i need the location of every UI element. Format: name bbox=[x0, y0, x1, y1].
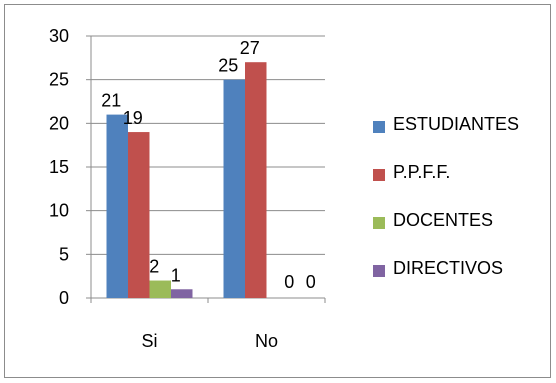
legend-item-directivos: DIRECTIVOS bbox=[373, 257, 553, 305]
y-tick-label: 25 bbox=[49, 70, 69, 90]
bar-directivos-si bbox=[171, 289, 193, 298]
y-axis-ticks: 0 5 10 15 20 25 30 bbox=[49, 26, 91, 308]
x-category-label: No bbox=[255, 331, 278, 351]
legend-item-estudiantes: ESTUDIANTES bbox=[373, 113, 553, 161]
data-label: 0 bbox=[284, 272, 294, 292]
data-label: 27 bbox=[240, 38, 260, 58]
legend-label-estudiantes: ESTUDIANTES bbox=[393, 114, 520, 134]
legend-item-ppff: P.P.F.F. bbox=[373, 161, 553, 209]
bar-ppff-si bbox=[128, 132, 150, 298]
y-tick-label: 30 bbox=[49, 26, 69, 46]
data-label: 19 bbox=[123, 108, 143, 128]
data-label: 25 bbox=[218, 56, 238, 76]
bar-docentes-si bbox=[149, 280, 171, 298]
data-label: 0 bbox=[306, 272, 316, 292]
bars bbox=[106, 62, 267, 299]
y-tick-label: 15 bbox=[49, 157, 69, 177]
legend-label-directivos: DIRECTIVOS bbox=[393, 258, 504, 278]
legend-swatch-estudiantes bbox=[373, 121, 385, 133]
chart-frame: 0 5 10 15 20 25 30 21 19 2 1 25 27 0 0 Si No ESTUDIANT… bbox=[4, 4, 551, 378]
legend-swatch-docentes bbox=[373, 217, 385, 229]
y-tick-label: 20 bbox=[49, 113, 69, 133]
data-label: 21 bbox=[101, 91, 121, 111]
legend-swatch-directivos bbox=[373, 265, 385, 277]
legend-label-docentes: DOCENTES bbox=[393, 210, 494, 230]
category-labels: Si No bbox=[141, 331, 278, 351]
bar-ppff-no bbox=[245, 62, 267, 299]
y-tick-label: 5 bbox=[59, 244, 69, 264]
x-category-label: Si bbox=[141, 331, 157, 351]
legend: ESTUDIANTES P.P.F.F. DOCENTES DIRECTIVOS bbox=[373, 113, 553, 305]
bar-estudiantes-si bbox=[106, 114, 128, 298]
legend-label-ppff: P.P.F.F. bbox=[393, 162, 451, 182]
y-tick-label: 10 bbox=[49, 201, 69, 221]
legend-swatch-ppff bbox=[373, 169, 385, 181]
bar-estudiantes-no bbox=[223, 79, 245, 299]
x-axis-ticks bbox=[90, 298, 326, 303]
y-tick-label: 0 bbox=[59, 288, 69, 308]
data-label: 1 bbox=[171, 265, 181, 285]
legend-item-docentes: DOCENTES bbox=[373, 209, 553, 257]
data-label: 2 bbox=[149, 257, 159, 277]
